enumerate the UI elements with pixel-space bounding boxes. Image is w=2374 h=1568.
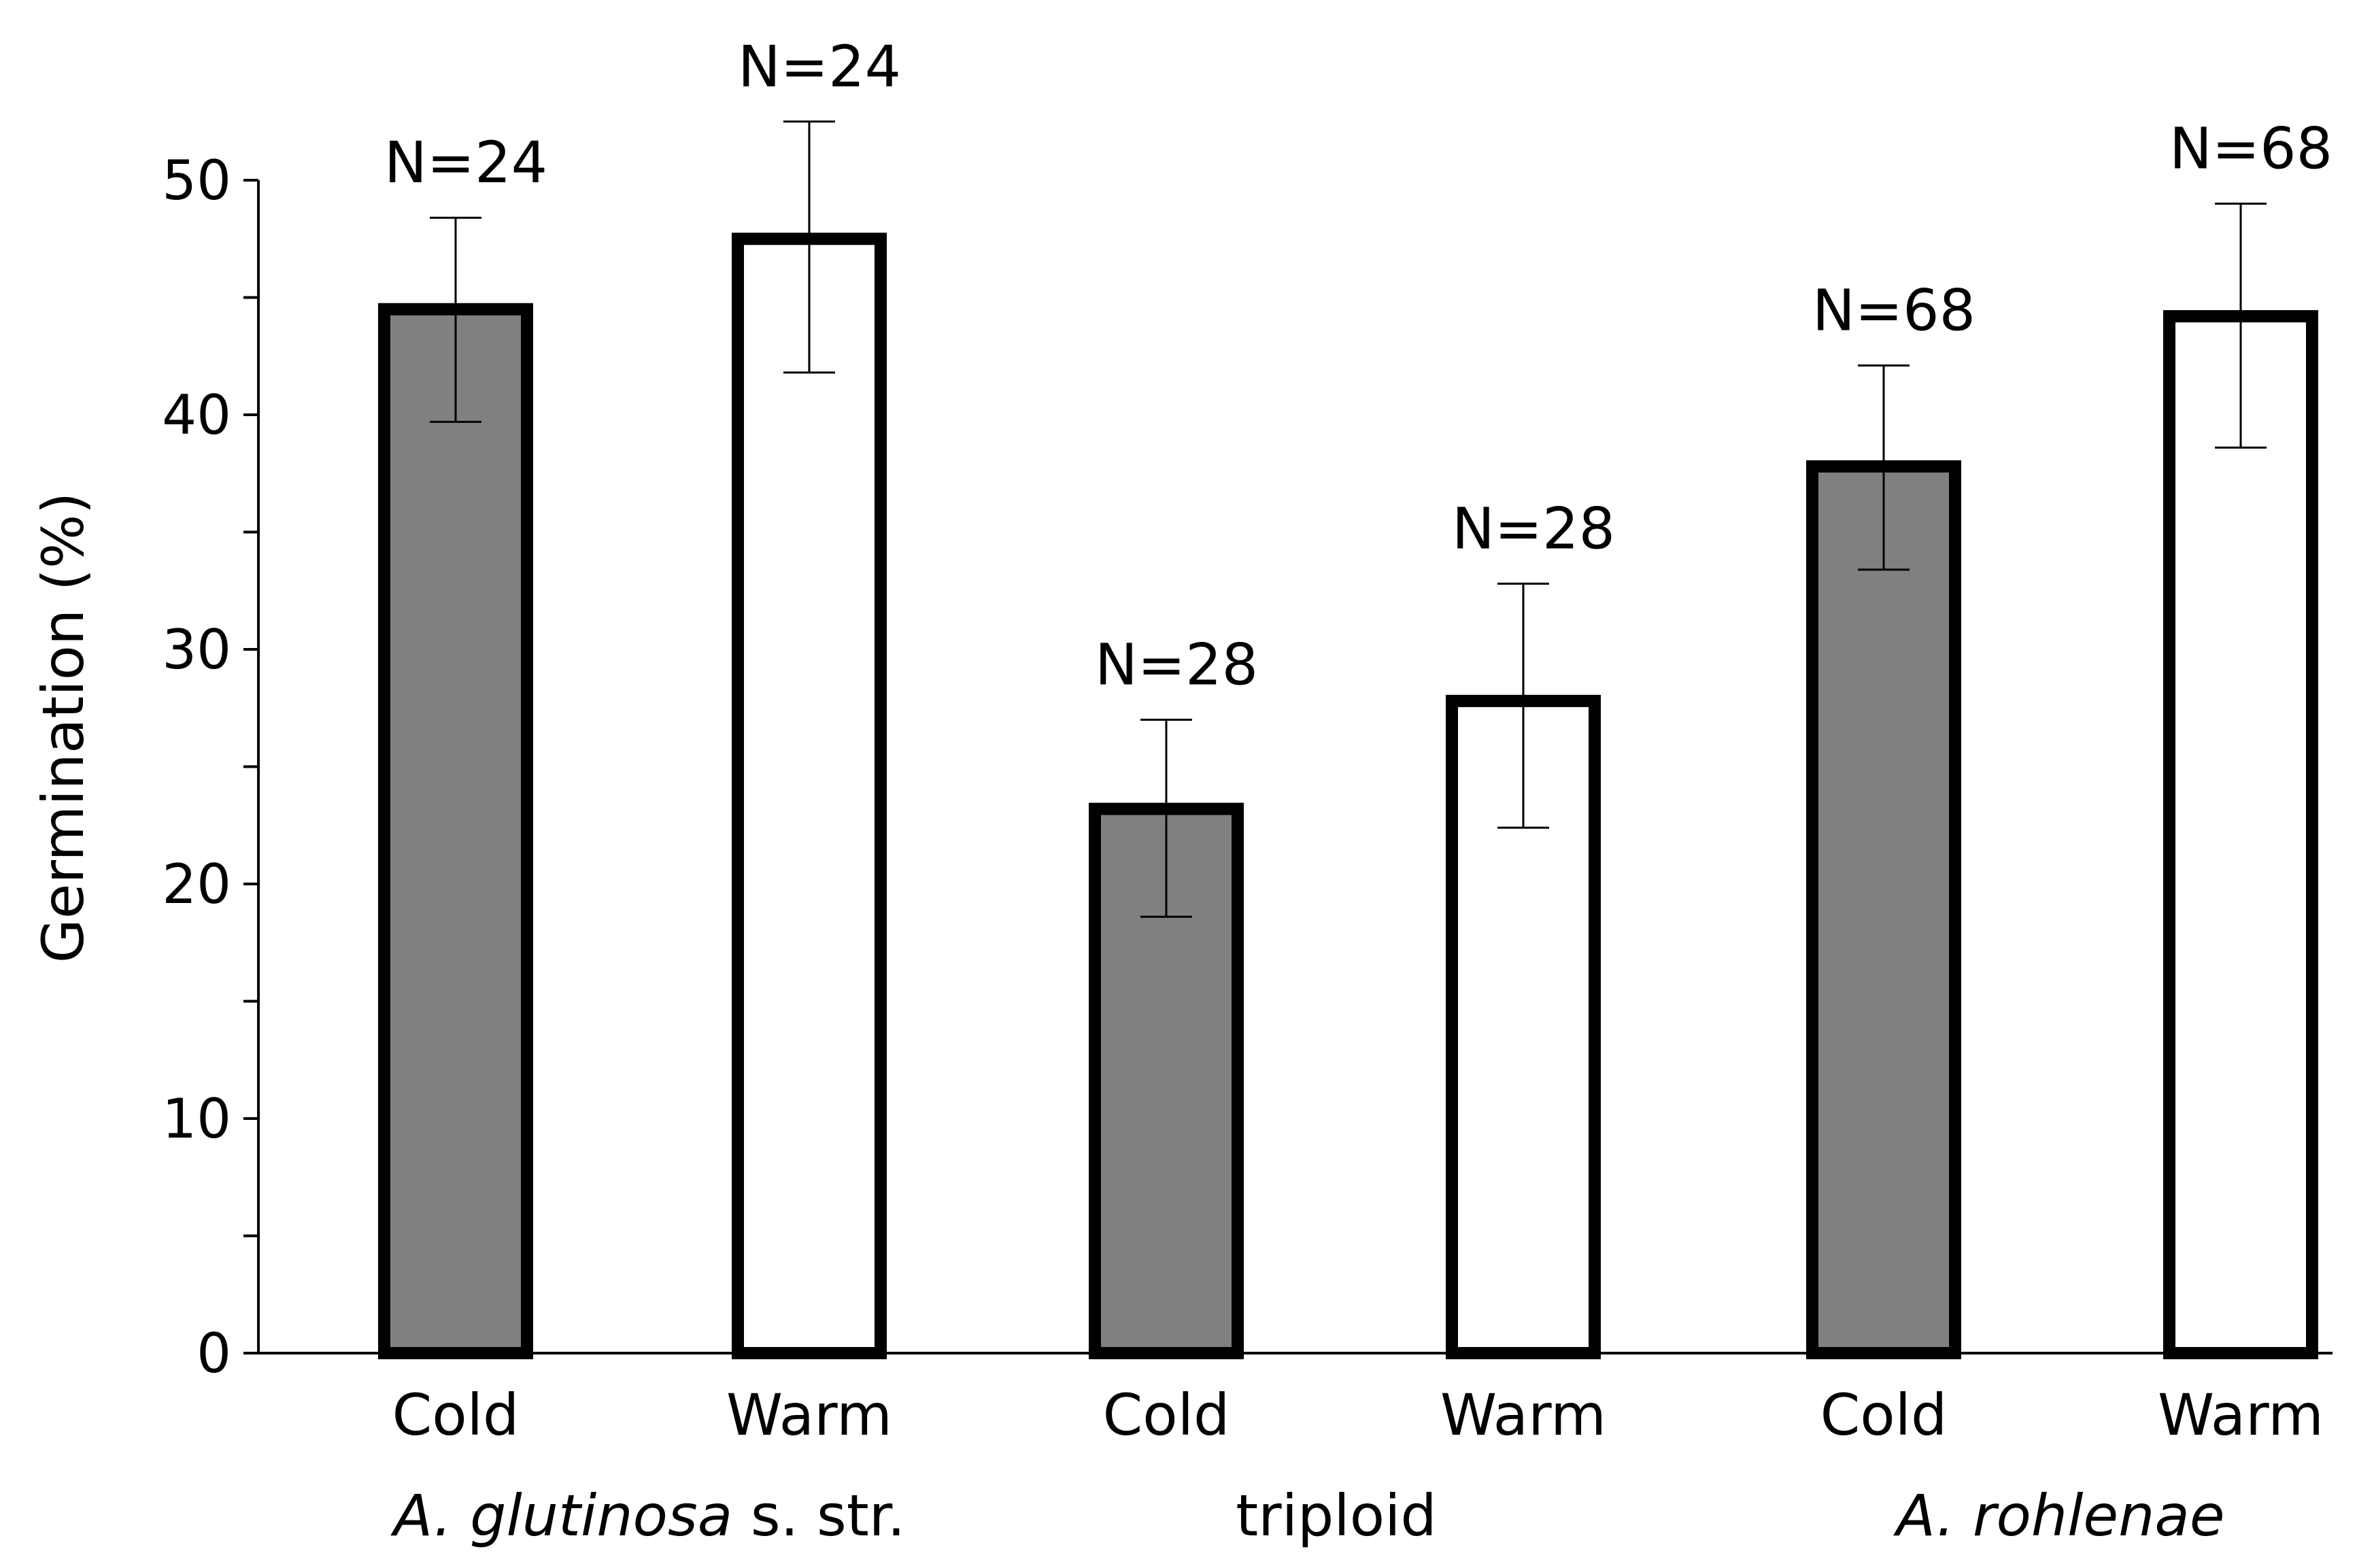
y-tick-label: 40 [162, 384, 231, 447]
group-label-italic: A. glutinosa [390, 1482, 732, 1549]
y-axis-label: Germination (%) [30, 492, 97, 964]
x-tick-label: Warm [726, 1382, 892, 1448]
n-label: N=24 [738, 33, 901, 100]
y-tick-label: 30 [162, 618, 231, 681]
n-label: N=68 [1812, 277, 1975, 344]
bar-cold [378, 303, 533, 1359]
n-label: N=24 [384, 129, 547, 196]
y-tick-label: 10 [162, 1087, 231, 1151]
y-tick-label: 0 [197, 1322, 231, 1385]
group-label-italic: A. rohlenae [1893, 1482, 2225, 1549]
bar-warm [732, 233, 887, 1359]
x-tick-label: Warm [2158, 1382, 2324, 1448]
group-label: triploid [1236, 1482, 1437, 1549]
group-label: A. rohlenae [1893, 1482, 2225, 1549]
group-label-plain: s. str. [732, 1482, 905, 1549]
n-label: N=28 [1452, 495, 1615, 562]
group-label: A. glutinosa s. str. [390, 1482, 906, 1549]
n-label: N=68 [2169, 116, 2333, 182]
x-tick-label: Cold [392, 1382, 520, 1448]
x-tick-label: Warm [1440, 1382, 1606, 1448]
bar-cold [1089, 802, 1244, 1359]
y-tick-label: 20 [162, 853, 231, 916]
y-tick-label: 50 [162, 149, 231, 212]
bar-cold [1806, 460, 1961, 1359]
group-label-plain: triploid [1236, 1482, 1437, 1549]
n-label: N=28 [1095, 632, 1258, 698]
bar-warm [2163, 310, 2318, 1360]
x-tick-label: Cold [1820, 1382, 1948, 1448]
x-tick-label: Cold [1103, 1382, 1230, 1448]
